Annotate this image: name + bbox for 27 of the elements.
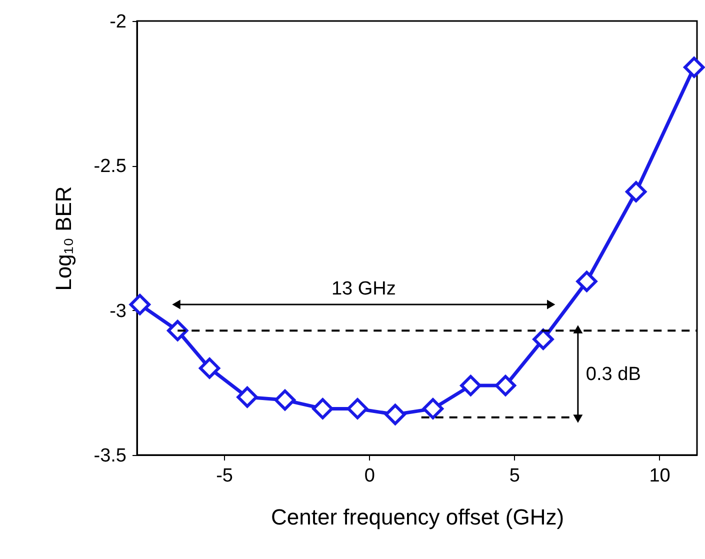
point	[532, 328, 554, 350]
point	[422, 398, 444, 420]
y-tick-label: -3.5	[94, 446, 126, 466]
point	[494, 374, 516, 396]
y-tick-label: -2	[110, 12, 126, 32]
x-tick-label: -5	[216, 466, 233, 486]
point	[236, 386, 258, 408]
point	[167, 320, 188, 342]
y-tick-label: -3	[110, 300, 126, 322]
annotation: 0.3 dB	[586, 364, 641, 385]
y-axis-title: Log₁₀ BER	[50, 186, 76, 291]
point	[384, 404, 406, 426]
x-tick-label: 0	[364, 466, 375, 486]
y-tick-label: -2.5	[94, 156, 126, 178]
x-axis-title: Center frequency offset (GHz)	[270, 504, 564, 530]
annotation: 13 GHz	[331, 278, 396, 300]
point	[198, 358, 220, 379]
x-tick-label: 5	[509, 466, 520, 486]
x-tick-label: 10	[649, 466, 670, 486]
point	[129, 294, 150, 316]
point	[625, 181, 647, 202]
point	[312, 398, 334, 420]
point	[684, 56, 705, 78]
point	[346, 398, 368, 420]
point	[576, 270, 598, 292]
point	[274, 389, 296, 411]
point	[460, 374, 482, 396]
